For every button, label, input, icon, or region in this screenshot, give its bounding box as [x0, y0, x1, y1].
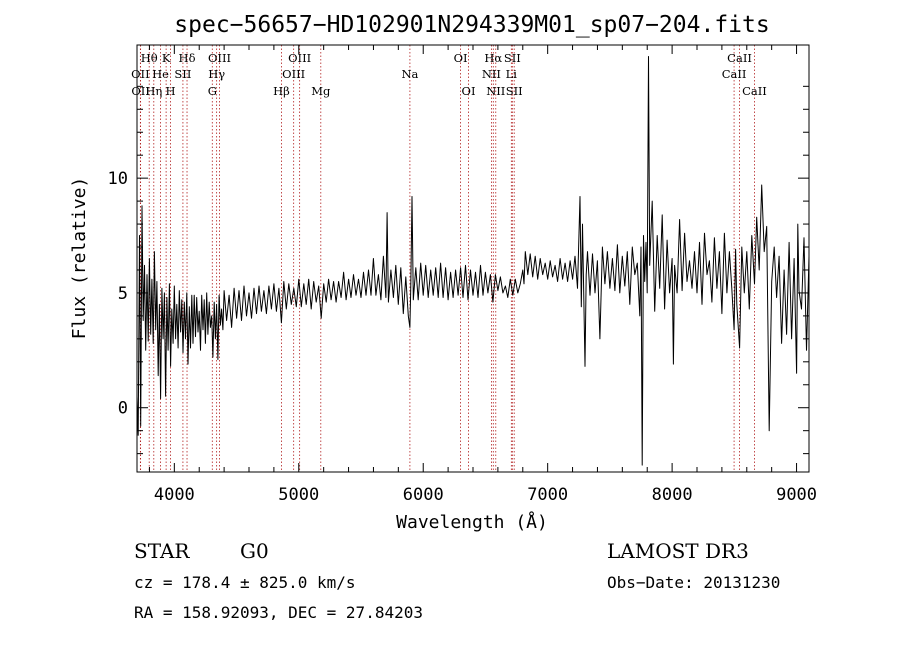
spectral-line-label: Hθ [141, 51, 158, 65]
object-class: STAR [134, 539, 190, 563]
spectral-line-label: H [165, 84, 175, 98]
spectral-line-label: G [208, 84, 217, 98]
plot-frame [136, 44, 810, 473]
x-axis-label: Wavelength (Å) [396, 511, 548, 533]
obs-date: Obs−Date: 20131230 [607, 573, 780, 592]
survey-name: LAMOST DR3 [607, 539, 749, 563]
spectral-line-label: Na [401, 67, 418, 81]
spectrum-series-line [136, 56, 810, 466]
x-tick-label: 5000 [278, 485, 319, 505]
spectral-line-label: OII [131, 67, 150, 81]
spectral-line-label: Li [506, 67, 518, 81]
chart-title: spec−56657−HD102901N294339M01_sp07−204.f… [174, 12, 769, 38]
object-subclass: G0 [240, 539, 269, 563]
x-tick-label: 4000 [154, 485, 195, 505]
x-tick-label: 7000 [527, 485, 568, 505]
spectral-line-label: OI [462, 84, 476, 98]
spectral-line-label: Hβ [273, 84, 290, 98]
spectral-line-label: He [152, 67, 169, 81]
y-tick-label: 0 [118, 399, 128, 419]
coordinates-readout: RA = 158.92093, DEC = 27.84203 [134, 603, 423, 622]
spectral-line-label: Hη [145, 84, 162, 98]
spectral-line-label: NII [482, 67, 501, 81]
spectral-line-label: Mg [311, 84, 331, 98]
spectral-line-label: SII [506, 84, 523, 98]
spectral-line-label: K [162, 51, 171, 65]
spectral-line-label: Hα [484, 51, 502, 65]
spectral-line-label: SII [504, 51, 521, 65]
spectral-line-label: Hδ [179, 51, 196, 65]
y-tick-label: 10 [108, 169, 128, 189]
y-axis-label: Flux (relative) [69, 177, 90, 340]
x-tick-label: 9000 [776, 485, 817, 505]
spectral-line-label: NII [486, 84, 505, 98]
spectrum-data-layer [136, 56, 810, 466]
spectral-line-label: OIII [288, 51, 311, 65]
spectral-line-label: OIII [282, 67, 305, 81]
spectral-line-label: OII [131, 84, 150, 98]
spectral-line-label: CaII [722, 67, 747, 81]
spectral-line-label: SII [174, 67, 191, 81]
spectral-line-markers [139, 45, 755, 472]
x-tick-label: 6000 [403, 485, 444, 505]
spectral-line-label: CaII [742, 84, 767, 98]
axis-ticks: 4000 5000 6000 7000 8000 9000 0 5 10 [108, 45, 817, 505]
spectral-line-label: Hγ [208, 67, 225, 81]
spectral-line-label: OI [454, 51, 468, 65]
spectral-line-label: OIII [208, 51, 231, 65]
spectral-line-label: CaII [727, 51, 752, 65]
x-tick-label: 8000 [652, 485, 693, 505]
y-tick-label: 5 [118, 284, 128, 304]
redshift-readout: cz = 178.4 ± 825.0 km/s [134, 573, 356, 592]
